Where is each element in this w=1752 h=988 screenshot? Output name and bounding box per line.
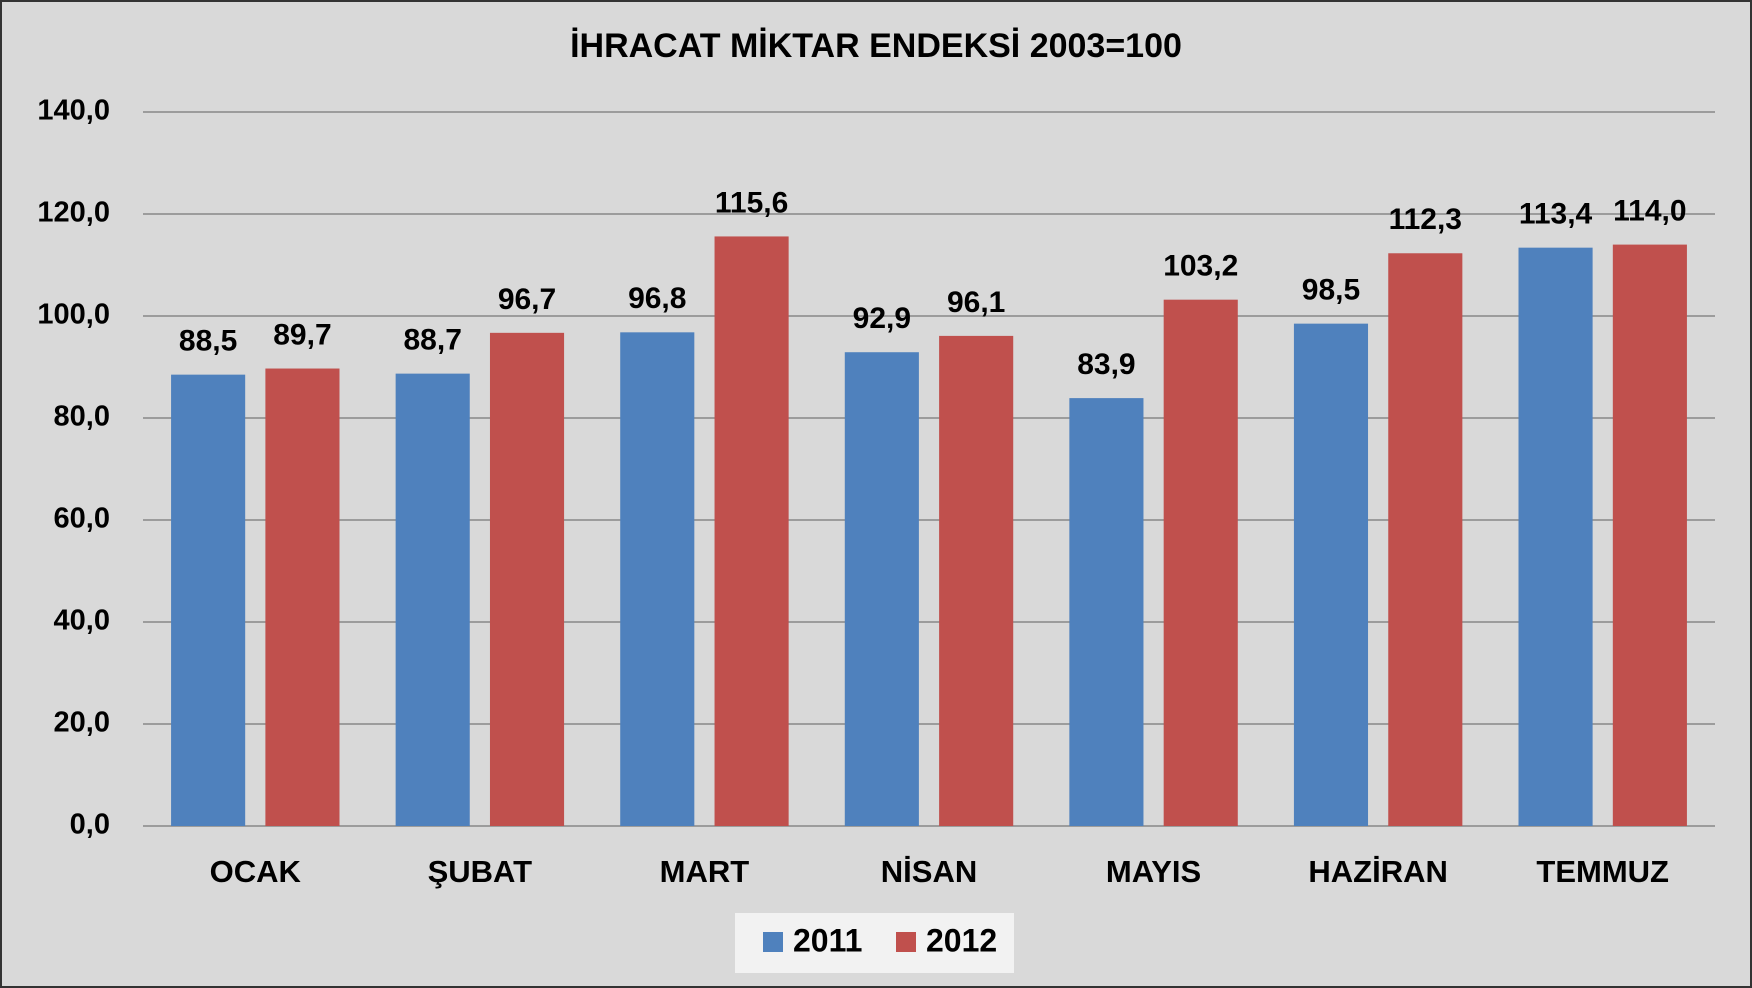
bar: [620, 332, 695, 826]
bar: [1163, 299, 1238, 826]
data-label: 88,5: [179, 325, 237, 358]
data-label: 96,8: [628, 282, 686, 315]
bar: [844, 352, 919, 826]
bar: [1612, 244, 1687, 827]
bar: [395, 373, 470, 826]
y-tick-label: 60,0: [54, 503, 110, 535]
data-label: 96,7: [498, 283, 556, 316]
data-label: 88,7: [404, 324, 462, 357]
legend-label: 2011: [793, 922, 862, 958]
data-label: 89,7: [273, 318, 331, 351]
bar: [939, 335, 1014, 826]
x-tick-label: OCAK: [210, 854, 302, 889]
x-tick-label: MART: [660, 854, 750, 889]
bar: [1069, 398, 1144, 826]
y-tick-label: 140,0: [37, 95, 110, 127]
x-tick-label: TEMMUZ: [1536, 854, 1669, 889]
data-label: 115,6: [715, 186, 788, 219]
x-tick-label: MAYIS: [1106, 854, 1201, 889]
y-tick-label: 40,0: [54, 605, 110, 637]
legend-label: 2012: [926, 922, 997, 958]
bar: [265, 368, 340, 826]
y-tick-label: 80,0: [54, 401, 110, 433]
y-tick-label: 120,0: [37, 197, 110, 229]
bar: [489, 332, 565, 826]
y-tick-label: 0,0: [70, 809, 110, 841]
y-tick-label: 100,0: [37, 299, 110, 331]
bar: [714, 236, 789, 826]
x-tick-label: NİSAN: [881, 854, 977, 889]
bar: [171, 374, 246, 826]
data-label: 113,4: [1519, 198, 1593, 231]
legend-swatch: [763, 932, 783, 952]
data-label: 96,1: [947, 286, 1005, 319]
data-label: 98,5: [1302, 274, 1360, 307]
chart-title: İHRACAT MİKTAR ENDEKSİ 2003=100: [570, 27, 1182, 65]
legend-swatch: [896, 932, 916, 952]
data-label: 114,0: [1613, 195, 1686, 228]
data-label: 112,3: [1389, 203, 1462, 236]
x-tick-label: ŞUBAT: [428, 854, 533, 889]
y-tick-label: 20,0: [54, 707, 110, 739]
x-tick-label: HAZİRAN: [1308, 854, 1448, 889]
bar: [1293, 323, 1369, 826]
data-label: 103,2: [1163, 250, 1238, 283]
data-label: 92,9: [853, 302, 911, 335]
bar: [1388, 253, 1463, 826]
data-label: 83,9: [1077, 348, 1135, 381]
bar: [1518, 247, 1593, 826]
